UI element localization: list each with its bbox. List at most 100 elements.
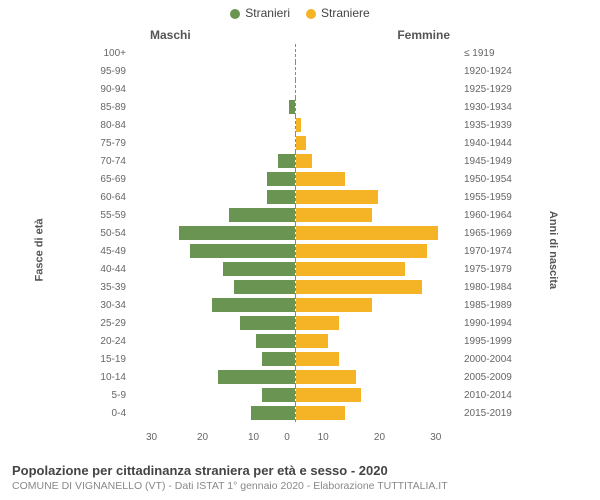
female-half: [296, 314, 461, 332]
age-label: 45-49: [70, 246, 130, 257]
age-label: 35-39: [70, 282, 130, 293]
age-label: 15-19: [70, 354, 130, 365]
female-half: [296, 170, 461, 188]
legend-item: Stranieri: [230, 6, 290, 20]
birth-label: 1985-1989: [460, 300, 520, 311]
female-bar: [296, 316, 340, 330]
x-tick: 0: [279, 432, 295, 446]
male-bar: [190, 244, 294, 258]
age-row: 25-291990-1994: [70, 314, 520, 332]
male-half: [130, 98, 296, 116]
female-half: [296, 296, 461, 314]
female-bar: [296, 406, 345, 420]
male-bar: [218, 370, 295, 384]
age-label: 55-59: [70, 210, 130, 221]
age-row: 35-391980-1984: [70, 278, 520, 296]
female-bar: [296, 208, 373, 222]
male-half: [130, 80, 296, 98]
female-half: [296, 134, 461, 152]
age-label: 75-79: [70, 138, 130, 149]
age-label: 30-34: [70, 300, 130, 311]
female-bar: [296, 388, 362, 402]
male-half: [130, 134, 296, 152]
female-half: [296, 278, 461, 296]
female-bar: [296, 352, 340, 366]
male-bar: [212, 298, 294, 312]
birth-label: 1930-1934: [460, 102, 520, 113]
legend-swatch: [306, 9, 316, 19]
x-tick: 20: [177, 432, 228, 446]
female-half: [296, 350, 461, 368]
male-bar: [179, 226, 294, 240]
x-axis: 0102030 102030: [70, 432, 520, 446]
female-bar: [296, 370, 356, 384]
female-bar: [296, 172, 345, 186]
male-half: [130, 404, 296, 422]
birth-label: 1970-1974: [460, 246, 520, 257]
female-bar: [296, 190, 378, 204]
age-row: 100+≤ 1919: [70, 44, 520, 62]
footer-subtitle: COMUNE DI VIGNANELLO (VT) - Dati ISTAT 1…: [12, 480, 588, 492]
birth-label: 1965-1969: [460, 228, 520, 239]
x-tick: 30: [126, 432, 177, 446]
age-row: 70-74 1945-1949: [70, 152, 520, 170]
age-label: 20-24: [70, 336, 130, 347]
age-row: 5-92010-2014: [70, 386, 520, 404]
female-half: [296, 62, 461, 80]
male-half: [130, 44, 296, 62]
age-row: 15-192000-2004: [70, 350, 520, 368]
male-half: [130, 170, 296, 188]
birth-label: 1925-1929: [460, 84, 520, 95]
age-label: 65-69: [70, 174, 130, 185]
age-row: 95-991920-1924: [70, 62, 520, 80]
age-row: 40-441975-1979: [70, 260, 520, 278]
male-half: [130, 332, 296, 350]
age-row: 85-89 1930-1934: [70, 98, 520, 116]
male-half: [130, 152, 296, 170]
female-bar: [296, 136, 307, 150]
age-label: 95-99: [70, 66, 130, 77]
age-row: 10-142005-2009: [70, 368, 520, 386]
header-female: Femmine: [397, 28, 450, 42]
male-bar: [289, 100, 294, 114]
birth-label: 1955-1959: [460, 192, 520, 203]
age-row: 30-34 1985-1989: [70, 296, 520, 314]
age-label: 80-84: [70, 120, 130, 131]
age-label: 10-14: [70, 372, 130, 383]
male-bar: [262, 388, 295, 402]
female-half: [296, 206, 461, 224]
female-half: [296, 152, 461, 170]
birth-label: 1960-1964: [460, 210, 520, 221]
header-male: Maschi: [150, 28, 191, 42]
age-row: 60-641955-1959: [70, 188, 520, 206]
female-bar: [296, 280, 422, 294]
legend: StranieriStraniere: [0, 6, 600, 20]
male-bar: [278, 154, 294, 168]
x-tick: 10: [295, 432, 351, 446]
age-row: 65-691950-1954: [70, 170, 520, 188]
female-half: [296, 386, 461, 404]
yaxis-label-left: Fasce di età: [33, 219, 45, 282]
male-bar: [223, 262, 294, 276]
female-half: [296, 368, 461, 386]
male-bar: [240, 316, 295, 330]
birth-label: 1945-1949: [460, 156, 520, 167]
birth-label: 1940-1944: [460, 138, 520, 149]
male-half: [130, 314, 296, 332]
male-half: [130, 386, 296, 404]
female-half: [296, 188, 461, 206]
footer: Popolazione per cittadinanza straniera p…: [12, 463, 588, 492]
age-label: 70-74: [70, 156, 130, 167]
pyramid-chart: StranieriStraniere Maschi Femmine Fasce …: [0, 0, 600, 500]
age-label: 85-89: [70, 102, 130, 113]
male-bar: [267, 172, 294, 186]
chart-body: 100+≤ 191995-991920-192490-941925-192985…: [70, 44, 520, 430]
age-row: 55-59 1960-1964: [70, 206, 520, 224]
female-bar: [296, 226, 439, 240]
female-half: [296, 80, 461, 98]
female-half: [296, 260, 461, 278]
male-half: [130, 188, 296, 206]
male-half: [130, 368, 296, 386]
age-row: 80-841935-1939: [70, 116, 520, 134]
male-half: [130, 62, 296, 80]
